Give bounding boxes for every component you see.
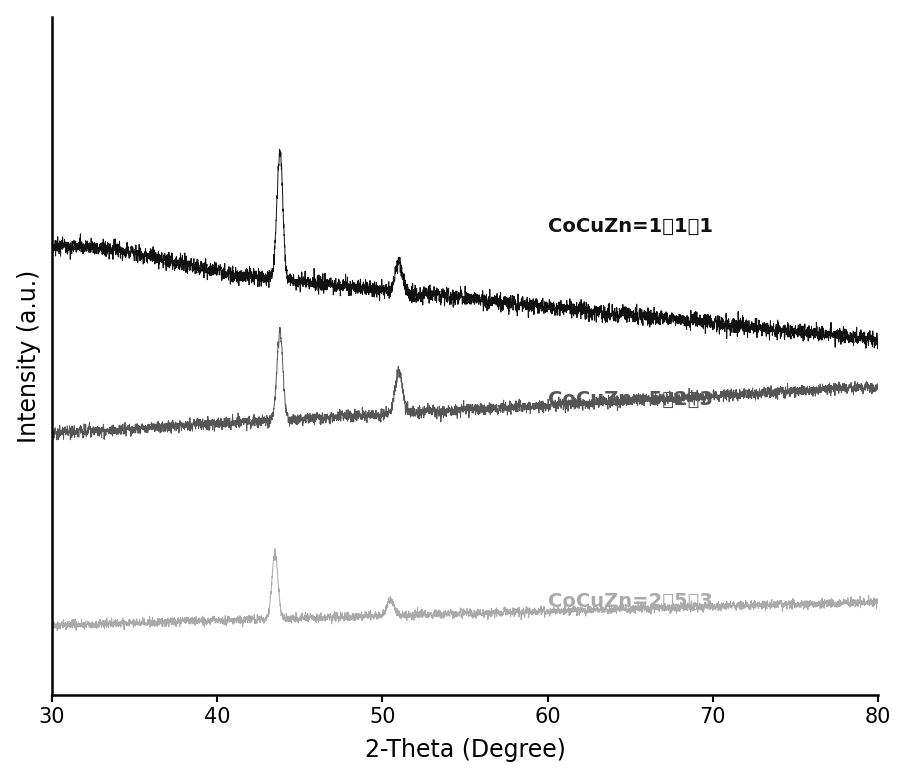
Text: CoCuZn=2：5：3: CoCuZn=2：5：3 (548, 591, 713, 611)
Y-axis label: Intensity (a.u.): Intensity (a.u.) (16, 270, 41, 442)
Text: CoCuZn=5：2：3: CoCuZn=5：2：3 (548, 390, 713, 409)
X-axis label: 2-Theta (Degree): 2-Theta (Degree) (364, 738, 566, 763)
Text: CoCuZn=1：1：1: CoCuZn=1：1：1 (548, 217, 713, 236)
